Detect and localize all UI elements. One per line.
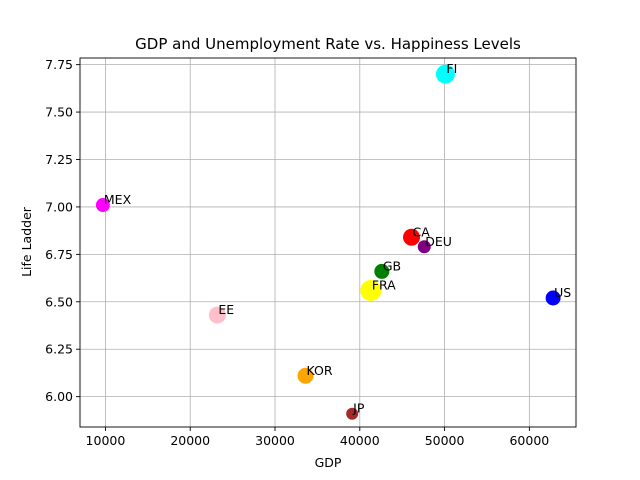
x-tick-label: 20000 — [170, 433, 210, 448]
grid-lines — [80, 58, 576, 427]
plot-frame — [79, 57, 577, 428]
y-tick-label: 6.25 — [45, 342, 73, 357]
data-point-deu — [417, 240, 431, 254]
y-axis-ticks: 6.00 6.25 6.50 6.75 7.00 7.25 7.50 7.75 — [45, 57, 80, 404]
x-tick-label: 40000 — [340, 433, 380, 448]
point-label-fi: FI — [446, 61, 457, 76]
point-label-jp: JP — [352, 401, 365, 416]
chart-title: GDP and Unemployment Rate vs. Happiness … — [135, 35, 521, 53]
data-point-fra — [360, 279, 382, 301]
point-label-ca: CA — [413, 224, 431, 239]
data-point-jp — [346, 407, 359, 420]
x-tick-label: 60000 — [509, 433, 549, 448]
y-tick-label: 7.75 — [45, 57, 73, 72]
x-axis-ticks: 10000 20000 30000 40000 50000 60000 — [86, 427, 549, 448]
data-point-gb — [374, 263, 390, 279]
y-tick-label: 7.25 — [45, 152, 73, 167]
point-label-mex: MEX — [104, 192, 132, 207]
y-tick-label: 6.50 — [45, 294, 73, 309]
x-tick-label: 30000 — [255, 433, 295, 448]
point-label-kor: KOR — [307, 363, 333, 378]
point-label-ee: EE — [218, 302, 234, 317]
point-label-deu: DEU — [425, 234, 452, 249]
data-point-mex — [95, 198, 110, 213]
x-tick-label: 10000 — [86, 433, 126, 448]
y-tick-label: 6.00 — [45, 389, 73, 404]
data-point-ee — [208, 306, 226, 324]
y-tick-label: 6.75 — [45, 247, 73, 262]
data-point-us — [545, 290, 561, 306]
x-axis-label: GDP — [315, 455, 342, 470]
data-points — [95, 64, 561, 420]
x-tick-label: 50000 — [425, 433, 465, 448]
y-tick-label: 7.50 — [45, 105, 73, 120]
point-label-fra: FRA — [372, 277, 396, 292]
data-point-fi — [435, 64, 455, 84]
y-axis-label: Life Ladder — [19, 206, 34, 277]
point-label-us: US — [554, 285, 571, 300]
data-point-kor — [297, 367, 314, 384]
y-tick-label: 7.00 — [45, 199, 73, 214]
point-label-gb: GB — [383, 258, 401, 273]
data-point-ca — [403, 228, 421, 246]
